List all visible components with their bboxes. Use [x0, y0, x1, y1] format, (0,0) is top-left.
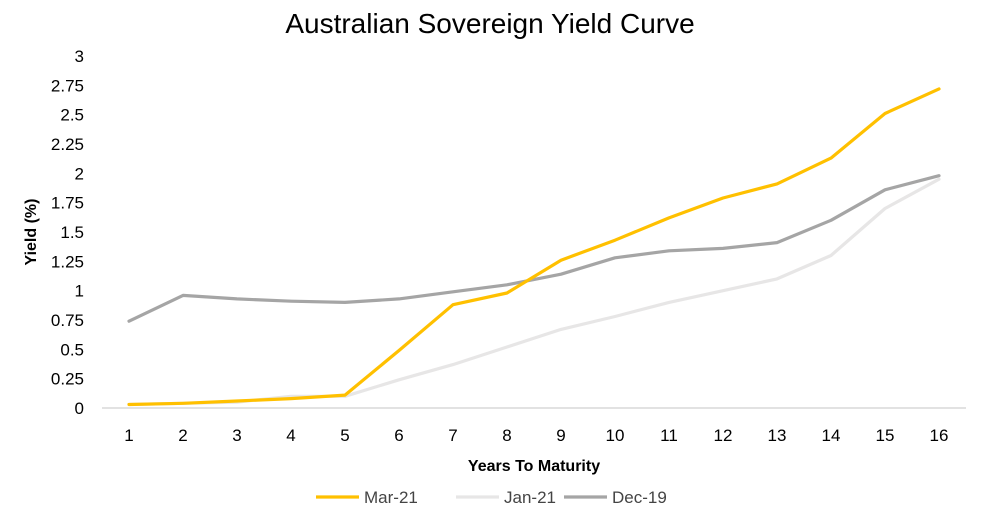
y-axis-tick-labels: 0 0.25 0.5 0.75 1 1.25 1.5 1.75 2 2.25 2.5 2.75 3: [51, 47, 84, 418]
series-line-mar-21: [127, 87, 941, 407]
x-tick-label: 10: [606, 426, 625, 445]
x-tick-label: 5: [340, 426, 349, 445]
x-tick-label: 2: [178, 426, 187, 445]
x-tick-label: 9: [556, 426, 565, 445]
legend-label: Jan-21: [504, 488, 556, 507]
x-tick-label: 13: [768, 426, 787, 445]
y-tick-label: 0.25: [51, 370, 84, 389]
series-line-jan-21: [127, 177, 941, 407]
x-tick-label: 16: [930, 426, 949, 445]
y-tick-label: 2.25: [51, 135, 84, 154]
x-tick-label: 1: [124, 426, 133, 445]
x-tick-label: 14: [822, 426, 841, 445]
y-tick-label: 0.5: [60, 340, 84, 359]
y-tick-label: 1: [75, 282, 84, 301]
x-axis-label: Years To Maturity: [468, 458, 600, 475]
x-tick-label: 11: [660, 426, 678, 445]
x-tick-label: 8: [502, 426, 511, 445]
legend-label: Dec-19: [612, 488, 667, 507]
x-tick-label: 6: [394, 426, 403, 445]
x-tick-label: 12: [714, 426, 733, 445]
x-tick-label: 4: [286, 426, 295, 445]
y-tick-label: 3: [75, 47, 84, 66]
y-tick-label: 1.75: [51, 194, 84, 213]
chart-title: Australian Sovereign Yield Curve: [285, 8, 694, 39]
y-axis-label: Yield (%): [23, 199, 40, 266]
x-tick-label: 15: [876, 426, 895, 445]
y-tick-label: 2.75: [51, 76, 84, 95]
x-axis-tick-labels: 1 2 3 4 5 6 7 8 9 10 11 12 13 14 15 16: [124, 426, 948, 445]
y-tick-label: 0.75: [51, 311, 84, 330]
legend-label: Mar-21: [364, 488, 418, 507]
x-tick-label: 3: [232, 426, 241, 445]
legend: Mar-21 Jan-21 Dec-19: [316, 488, 667, 507]
series-line-dec-19: [127, 174, 941, 323]
series-lines: [127, 87, 941, 407]
y-tick-label: 1.5: [60, 223, 84, 242]
x-tick-label: 7: [448, 426, 457, 445]
y-tick-label: 2.5: [60, 106, 84, 125]
y-tick-label: 1.25: [51, 252, 84, 271]
y-tick-label: 0: [75, 399, 84, 418]
y-tick-label: 2: [75, 164, 84, 183]
